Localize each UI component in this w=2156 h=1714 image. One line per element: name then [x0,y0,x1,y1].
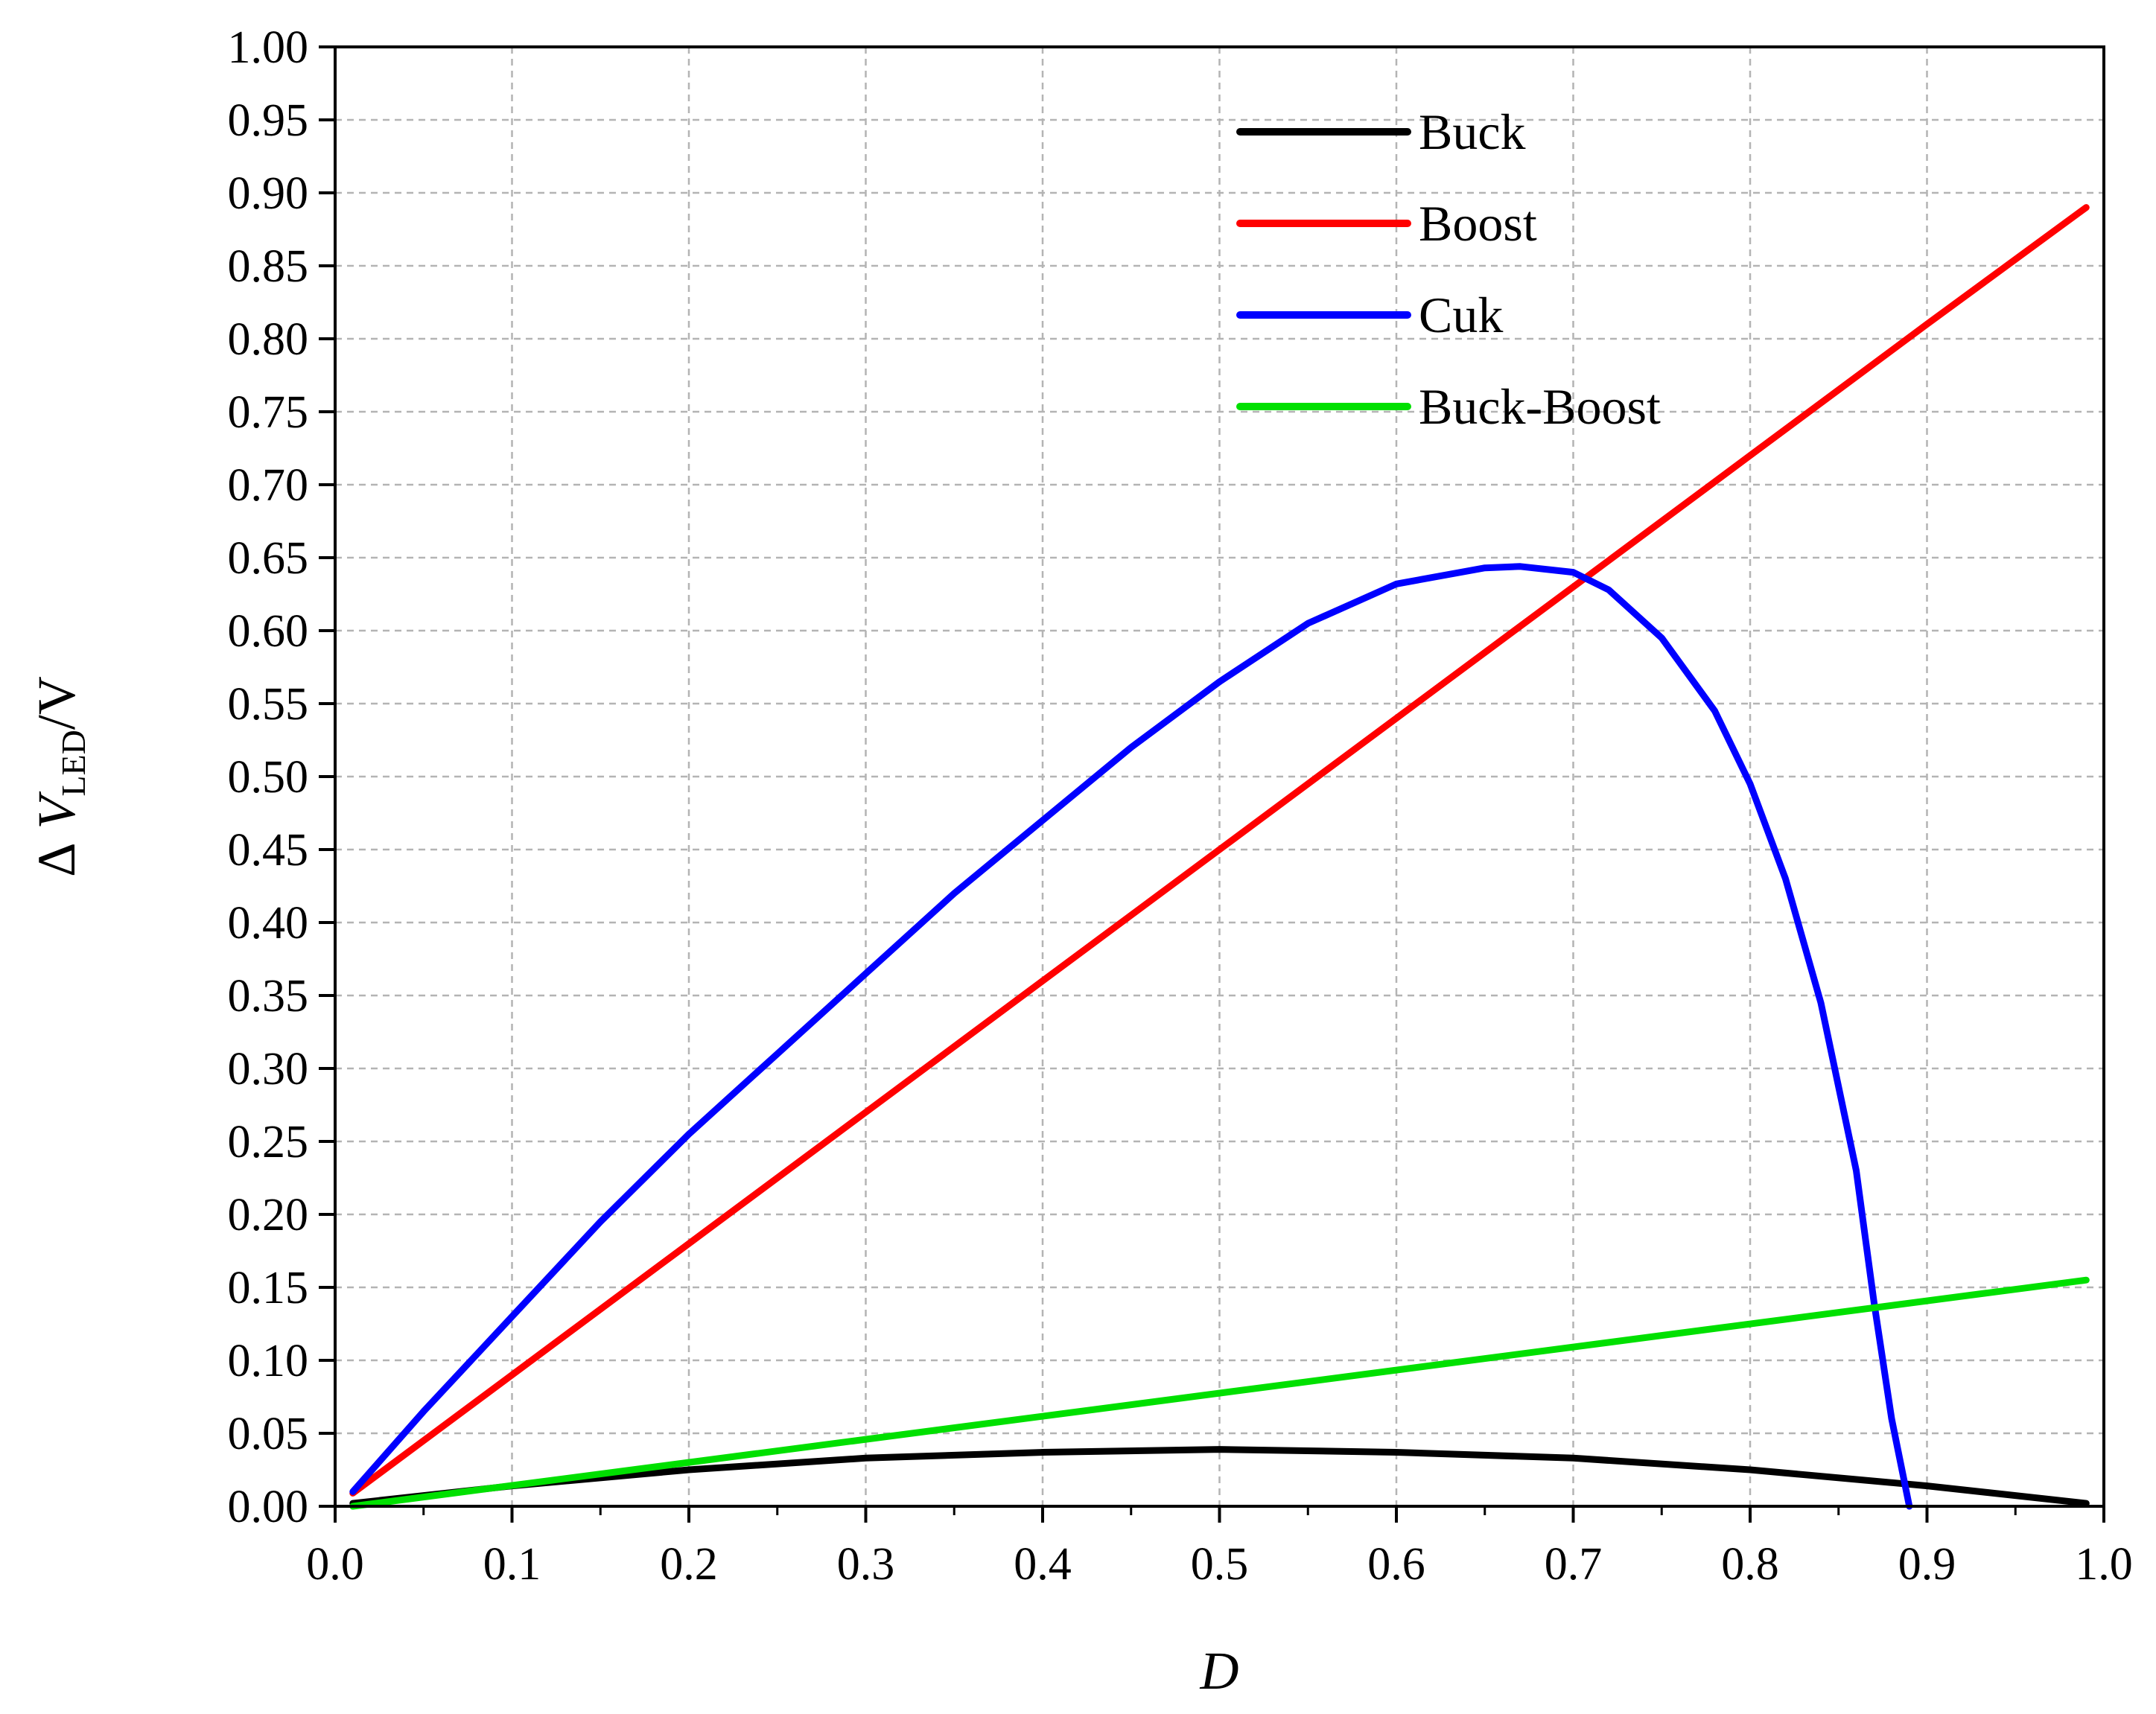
y-tick-label: 0.75 [228,387,309,438]
series-line-buck-boost [349,1276,2090,1510]
x-axis-title: D [1200,1641,1239,1701]
x-tick-label: 0.5 [1191,1539,1249,1590]
y-tick-label: 0.25 [228,1117,309,1167]
y-tick-label: 0.40 [228,898,309,949]
grid [335,47,2104,1506]
y-tick-label: 0.95 [228,95,309,146]
legend: Buck Boost Cuk Buck-Boost [1236,103,1661,435]
series-line-cuk [349,563,1913,1510]
y-axis-title-sub: LED [54,730,92,796]
x-tick-label: 0.3 [837,1539,895,1590]
x-tick-label: 0.8 [1721,1539,1779,1590]
y-tick-label: 0.90 [228,168,309,219]
y-axis-title-delta: Δ [27,843,86,877]
y-tick-label: 0.00 [228,1482,309,1532]
y-axis-title-suffix: /V [27,676,86,730]
x-tick-label: 0.1 [483,1539,541,1590]
y-tick-label: 0.30 [228,1044,309,1095]
legend-label-buck: Buck [1419,103,1526,160]
y-tick-label: 0.10 [228,1336,309,1386]
x-tick-label: 0.7 [1545,1539,1603,1590]
y-tick-label: 0.55 [228,679,309,730]
y-tick-label: 0.50 [228,752,309,803]
series-line-boost [349,204,2090,1497]
y-tick-label: 0.70 [228,460,309,511]
series-lines [349,204,2090,1510]
legend-label-cuk: Cuk [1419,287,1503,343]
y-axis-title-var: V [27,791,86,829]
legend-label-boost: Boost [1419,195,1537,252]
y-tick-label: 0.85 [228,241,309,292]
x-tick-label: 0.6 [1367,1539,1425,1590]
series-line-buck [349,1446,2090,1507]
y-tick-label: 0.60 [228,606,309,657]
y-axis-title: ΔVLED/V [27,676,92,877]
y-tick-label: 0.80 [228,314,309,365]
x-tick-label: 0.2 [660,1539,718,1590]
y-tick-label: 0.05 [228,1409,309,1459]
x-tick-label: 1.0 [2075,1539,2133,1590]
axis-ticks: 0.0 0.1 0.2 0.3 0.4 0.5 0.6 0.7 0.8 0.9 1.0 0.00 0.0… [228,22,2133,1590]
y-tick-label: 1.00 [228,22,309,73]
legend-label-buck-boost: Buck-Boost [1419,378,1661,435]
y-tick-label: 0.65 [228,533,309,584]
y-tick-label: 0.45 [228,825,309,876]
x-tick-label: 0.9 [1898,1539,1956,1590]
y-tick-label: 0.15 [228,1263,309,1313]
x-tick-label: 0.4 [1014,1539,1072,1590]
y-tick-label: 0.35 [228,971,309,1022]
y-tick-label: 0.20 [228,1190,309,1240]
x-tick-label: 0.0 [306,1539,364,1590]
